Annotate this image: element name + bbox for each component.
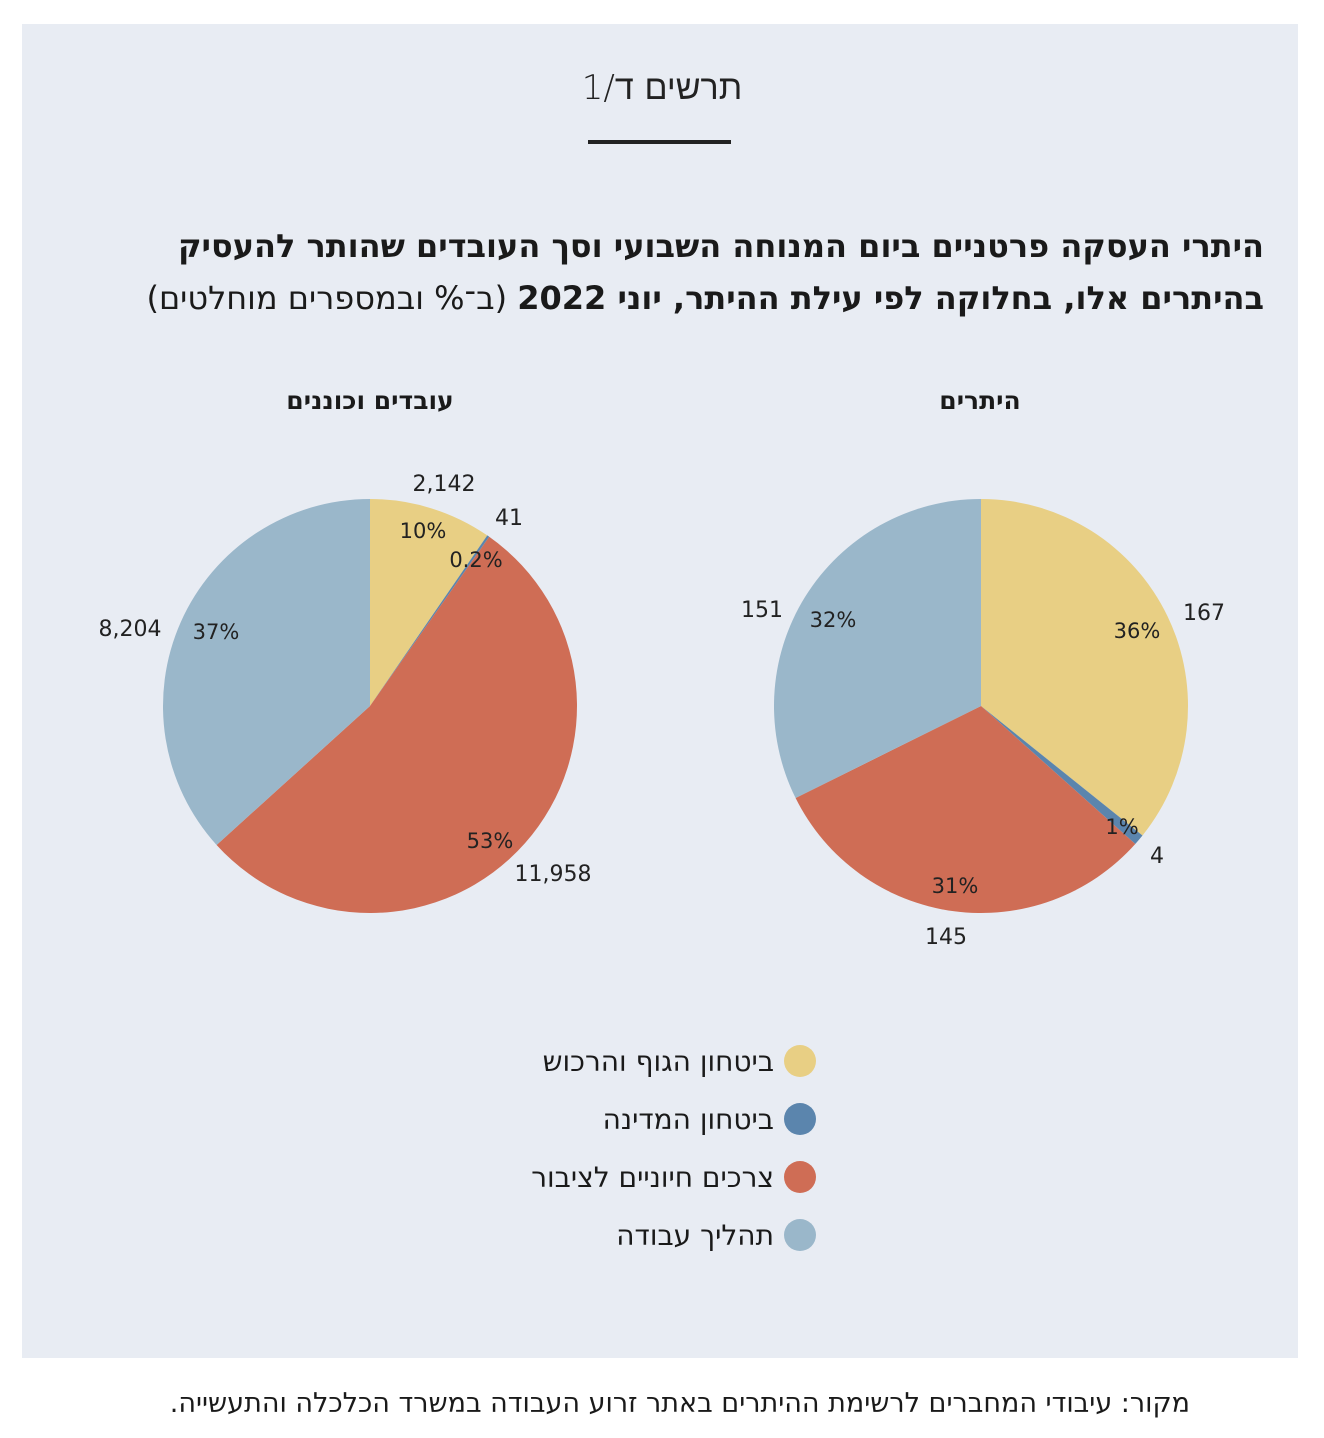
- pie-percent-label-permits-state-security: 1%: [1105, 815, 1138, 839]
- pie-value-label-workers-body-property: 2,142: [413, 472, 476, 497]
- pie-slice-workers-state-security: [370, 535, 490, 706]
- legend-swatch-essential-needs: [784, 1161, 816, 1193]
- pie-slice-permits-essential-needs: [795, 706, 1136, 914]
- legend-item-work-process: תהליך עבודה: [300, 1206, 816, 1264]
- pie-slice-workers-essential-needs: [216, 536, 577, 914]
- legend-label-work-process: תהליך עבודה: [616, 1218, 774, 1252]
- source-note: מקור: עיבודי המחברים לרשימת ההיתרים באתר…: [169, 1388, 1190, 1419]
- pie-charts: 36% 1% 31% 32% 167 4 145 151 10%0.2% 53% 37% 2,142 4…: [99, 472, 1225, 950]
- chart-title: היתרי העסקה פרטניים ביום המנוחה השבועי ו…: [50, 220, 1264, 324]
- pie-slice-permits-work-process: [773, 499, 981, 799]
- legend-item-body-property: ביטחון הגוף והרכוש: [300, 1032, 816, 1090]
- pie-value-label-workers-essential-needs: 11,958: [515, 862, 592, 887]
- legend-label-body-property: ביטחון הגוף והרכוש: [542, 1044, 774, 1078]
- pie-title-permits: היתרים: [939, 386, 1021, 415]
- chart-title-main: היתרי העסקה פרטניים ביום המנוחה השבועי ו…: [177, 227, 1264, 317]
- pie-percent-label-permits-essential-needs: 31%: [932, 874, 979, 898]
- pie-value-label-workers-work-process: 8,204: [99, 617, 162, 642]
- pie-slice-workers-work-process: [162, 499, 370, 845]
- pie-percent-label-workers-state-security: 0.2%: [449, 548, 502, 572]
- chart-title-units: (ב־% ובמספרים מוחלטים): [146, 279, 508, 317]
- figure-label-rule: [588, 140, 731, 144]
- pie-value-label-workers-state-security: 41: [495, 506, 523, 531]
- legend-swatch-state-security: [784, 1103, 816, 1135]
- legend-item-essential-needs: צרכים חיוניים לציבור: [300, 1148, 816, 1206]
- pie-percent-label-permits-work-process: 32%: [810, 608, 857, 632]
- pie-value-label-permits-work-process: 151: [741, 598, 783, 623]
- pie-value-label-permits-essential-needs: 145: [925, 925, 967, 950]
- pie-value-label-permits-body-property: 167: [1183, 601, 1225, 626]
- legend-swatch-work-process: [784, 1219, 816, 1251]
- pie-value-label-permits-state-security: 4: [1150, 844, 1164, 869]
- legend-label-essential-needs: צרכים חיוניים לציבור: [531, 1160, 774, 1194]
- pie-percent-label-workers-body-property: 10%: [400, 519, 447, 543]
- pie-percent-label-permits-body-property: 36%: [1114, 619, 1161, 643]
- legend: ביטחון הגוף והרכוש ביטחון המדינה צרכים ח…: [300, 1032, 816, 1264]
- pie-slice-workers-body-property: [370, 499, 488, 706]
- legend-item-state-security: ביטחון המדינה: [300, 1090, 816, 1148]
- pie-slice-permits-body-property: [981, 499, 1189, 836]
- legend-label-state-security: ביטחון המדינה: [602, 1102, 774, 1136]
- pie-slice-permits-state-security: [981, 706, 1143, 845]
- pie-title-workers: עובדים וכוננים: [286, 386, 454, 415]
- pie-percent-label-workers-work-process: 37%: [193, 620, 240, 644]
- legend-swatch-body-property: [784, 1045, 816, 1077]
- pie-percent-label-workers-essential-needs: 53%: [467, 829, 514, 853]
- figure-label: תרשים ד/1: [581, 68, 743, 108]
